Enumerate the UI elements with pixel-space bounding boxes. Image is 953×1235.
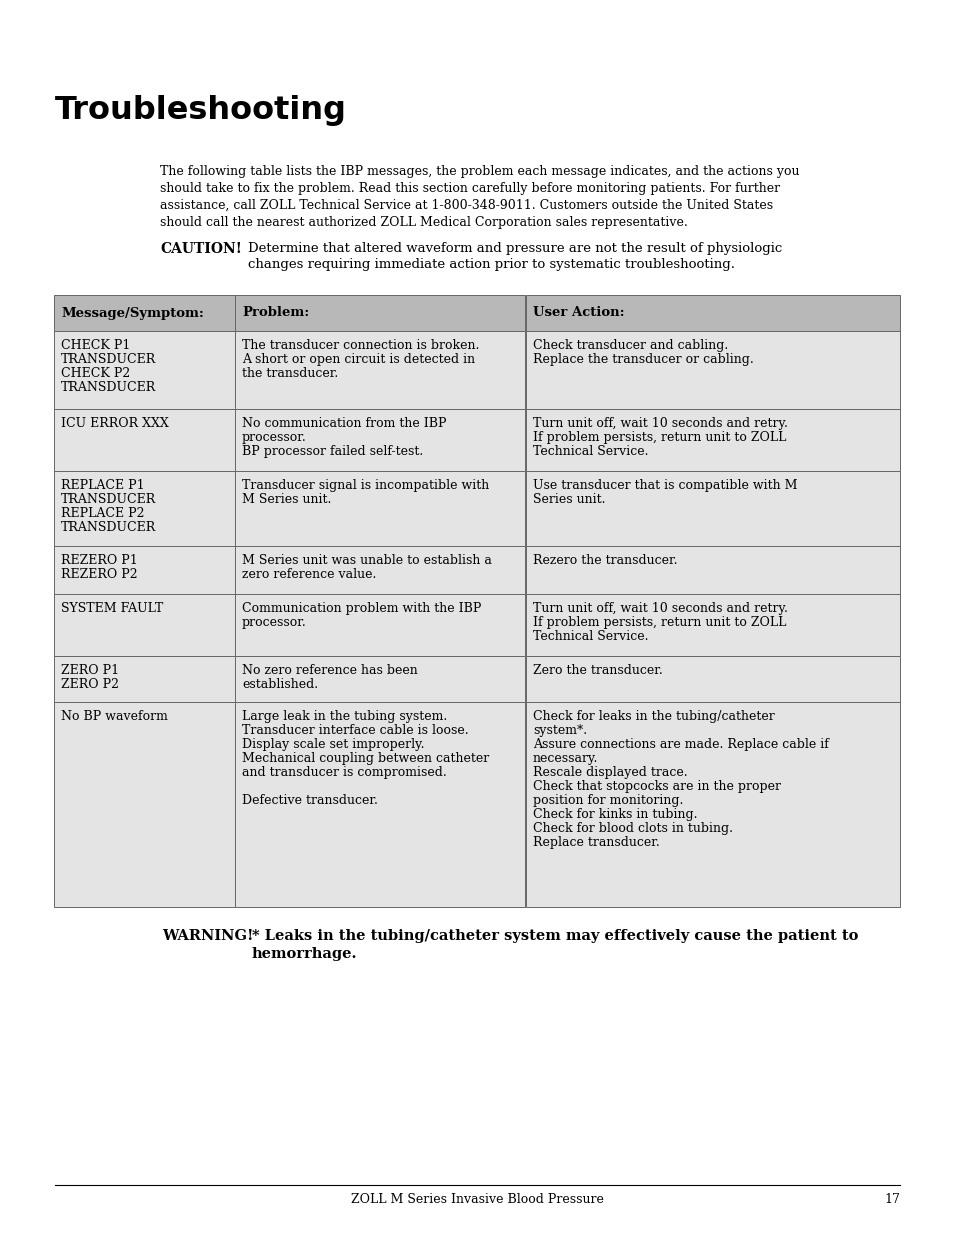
Text: Rezero the transducer.: Rezero the transducer.	[533, 555, 677, 567]
Bar	[234, 409, 524, 471]
Bar	[525, 546, 899, 594]
Bar	[54, 471, 234, 546]
Text: Transducer interface cable is loose.: Transducer interface cable is loose.	[242, 724, 468, 737]
Text: Transducer signal is incompatible with: Transducer signal is incompatible with	[242, 479, 489, 492]
Text: Communication problem with the IBP: Communication problem with the IBP	[242, 601, 481, 615]
Text: Message/Symptom:: Message/Symptom:	[61, 306, 204, 320]
Bar	[54, 656, 234, 701]
Bar	[54, 546, 234, 594]
Text: Turn unit off, wait 10 seconds and retry.: Turn unit off, wait 10 seconds and retry…	[533, 601, 787, 615]
Bar	[525, 409, 899, 471]
Bar	[54, 409, 234, 471]
Text: Defective transducer.: Defective transducer.	[242, 794, 377, 806]
Text: REPLACE P2: REPLACE P2	[61, 508, 144, 520]
Text: CAUTION!: CAUTION!	[160, 242, 242, 256]
Text: Technical Service.: Technical Service.	[533, 445, 648, 458]
Text: No communication from the IBP: No communication from the IBP	[242, 417, 446, 430]
Text: WARNING!: WARNING!	[162, 929, 253, 944]
Bar	[525, 656, 899, 701]
Text: Check for kinks in tubing.: Check for kinks in tubing.	[533, 808, 697, 821]
Text: ZERO P2: ZERO P2	[61, 678, 119, 692]
Text: REZERO P2: REZERO P2	[61, 568, 137, 580]
Text: ICU ERROR XXX: ICU ERROR XXX	[61, 417, 169, 430]
Text: Large leak in the tubing system.: Large leak in the tubing system.	[242, 710, 447, 722]
Text: SYSTEM FAULT: SYSTEM FAULT	[61, 601, 163, 615]
Text: processor.: processor.	[242, 431, 307, 445]
Text: necessary.: necessary.	[533, 752, 598, 764]
Bar	[234, 471, 524, 546]
Text: ZERO P1: ZERO P1	[61, 664, 119, 677]
Text: should call the nearest authorized ZOLL Medical Corporation sales representative: should call the nearest authorized ZOLL …	[160, 216, 687, 228]
Text: TRANSDUCER: TRANSDUCER	[61, 493, 156, 506]
Text: If problem persists, return unit to ZOLL: If problem persists, return unit to ZOLL	[533, 431, 785, 445]
Bar	[525, 701, 899, 906]
Text: Check for blood clots in tubing.: Check for blood clots in tubing.	[533, 823, 732, 835]
Text: REPLACE P1: REPLACE P1	[61, 479, 145, 492]
Bar	[525, 594, 899, 656]
Text: TRANSDUCER: TRANSDUCER	[61, 382, 156, 394]
Text: Rescale displayed trace.: Rescale displayed trace.	[533, 766, 687, 779]
Text: CHECK P2: CHECK P2	[61, 367, 131, 380]
Text: ZOLL M Series Invasive Blood Pressure: ZOLL M Series Invasive Blood Pressure	[350, 1193, 603, 1207]
Text: should take to fix the problem. Read this section carefully before monitoring pa: should take to fix the problem. Read thi…	[160, 182, 780, 195]
Text: Zero the transducer.: Zero the transducer.	[533, 664, 662, 677]
Bar	[525, 295, 899, 331]
Text: Turn unit off, wait 10 seconds and retry.: Turn unit off, wait 10 seconds and retry…	[533, 417, 787, 430]
Text: The transducer connection is broken.: The transducer connection is broken.	[242, 338, 478, 352]
Text: The following table lists the IBP messages, the problem each message indicates, : The following table lists the IBP messag…	[160, 165, 799, 178]
Text: position for monitoring.: position for monitoring.	[533, 794, 682, 806]
Text: Series unit.: Series unit.	[533, 493, 605, 506]
Text: BP processor failed self-test.: BP processor failed self-test.	[242, 445, 423, 458]
Text: Problem:: Problem:	[242, 306, 309, 320]
Text: User Action:: User Action:	[533, 306, 624, 320]
Bar	[525, 471, 899, 546]
Text: 17: 17	[883, 1193, 899, 1207]
Text: zero reference value.: zero reference value.	[242, 568, 376, 580]
Text: the transducer.: the transducer.	[242, 367, 338, 380]
Text: Display scale set improperly.: Display scale set improperly.	[242, 739, 424, 751]
Text: A short or open circuit is detected in: A short or open circuit is detected in	[242, 353, 475, 366]
Text: REZERO P1: REZERO P1	[61, 555, 137, 567]
Text: CHECK P1: CHECK P1	[61, 338, 131, 352]
Bar	[54, 331, 234, 409]
Text: changes requiring immediate action prior to systematic troubleshooting.: changes requiring immediate action prior…	[248, 258, 734, 270]
Text: TRANSDUCER: TRANSDUCER	[61, 521, 156, 534]
Text: If problem persists, return unit to ZOLL: If problem persists, return unit to ZOLL	[533, 616, 785, 629]
Text: system*.: system*.	[533, 724, 586, 737]
Text: Determine that altered waveform and pressure are not the result of physiologic: Determine that altered waveform and pres…	[248, 242, 781, 254]
Bar	[54, 295, 234, 331]
Bar	[234, 331, 524, 409]
Text: Troubleshooting: Troubleshooting	[55, 95, 347, 126]
Text: Assure connections are made. Replace cable if: Assure connections are made. Replace cab…	[533, 739, 828, 751]
Bar	[525, 331, 899, 409]
Bar	[234, 701, 524, 906]
Bar	[234, 594, 524, 656]
Text: Replace the transducer or cabling.: Replace the transducer or cabling.	[533, 353, 753, 366]
Bar	[234, 295, 524, 331]
Bar	[54, 701, 234, 906]
Text: assistance, call ZOLL Technical Service at 1-800-348-9011. Customers outside the: assistance, call ZOLL Technical Service …	[160, 199, 772, 212]
Text: Mechanical coupling between catheter: Mechanical coupling between catheter	[242, 752, 489, 764]
Text: hemorrhage.: hemorrhage.	[252, 947, 357, 961]
Bar	[234, 656, 524, 701]
Text: Check that stopcocks are in the proper: Check that stopcocks are in the proper	[533, 781, 781, 793]
Text: No BP waveform: No BP waveform	[61, 710, 168, 722]
Text: established.: established.	[242, 678, 317, 692]
Text: TRANSDUCER: TRANSDUCER	[61, 353, 156, 366]
Text: Replace transducer.: Replace transducer.	[533, 836, 659, 848]
Text: M Series unit was unable to establish a: M Series unit was unable to establish a	[242, 555, 492, 567]
Text: and transducer is compromised.: and transducer is compromised.	[242, 766, 446, 779]
Text: Technical Service.: Technical Service.	[533, 630, 648, 643]
Text: M Series unit.: M Series unit.	[242, 493, 331, 506]
Text: No zero reference has been: No zero reference has been	[242, 664, 417, 677]
Text: Use transducer that is compatible with M: Use transducer that is compatible with M	[533, 479, 797, 492]
Text: Check transducer and cabling.: Check transducer and cabling.	[533, 338, 727, 352]
Text: Check for leaks in the tubing/catheter: Check for leaks in the tubing/catheter	[533, 710, 774, 722]
Text: * Leaks in the tubing/catheter system may effectively cause the patient to: * Leaks in the tubing/catheter system ma…	[252, 929, 858, 944]
Text: processor.: processor.	[242, 616, 307, 629]
Bar	[234, 546, 524, 594]
Bar	[54, 594, 234, 656]
